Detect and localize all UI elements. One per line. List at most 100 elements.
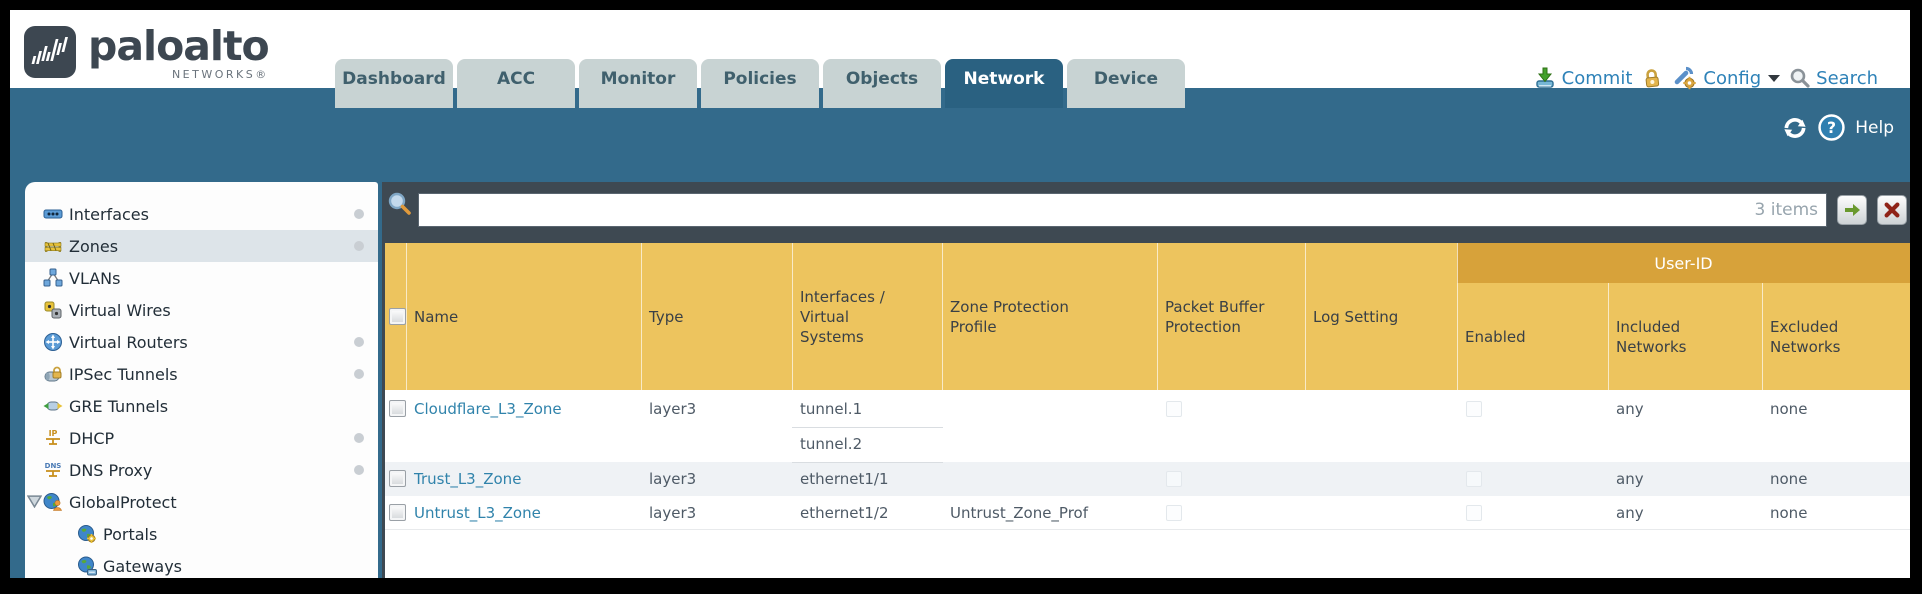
col-header-zone-protection-profile[interactable]: Zone Protection Profile: [950, 297, 1069, 336]
tab-device[interactable]: Device: [1067, 59, 1185, 108]
table-row[interactable]: [385, 390, 1910, 462]
sidebar-item-dns-proxy[interactable]: DNS DNS Proxy: [25, 454, 378, 486]
sidebar-item-portals[interactable]: Portals: [25, 518, 378, 550]
status-dot: [354, 209, 364, 219]
zone-name-link[interactable]: Cloudflare_L3_Zone: [414, 400, 562, 418]
main-tabs: Dashboard ACC Monitor Policies Objects N…: [335, 59, 1185, 108]
config-button[interactable]: Config: [1672, 66, 1781, 90]
user-id-enabled-checkbox[interactable]: [1466, 401, 1482, 417]
zone-interface: ethernet1/2: [800, 504, 889, 522]
status-dot: [354, 369, 364, 379]
tab-network[interactable]: Network: [945, 59, 1063, 108]
tab-acc[interactable]: ACC: [457, 59, 575, 108]
included-networks-value: any: [1616, 504, 1644, 522]
col-header-log-setting[interactable]: Log Setting: [1313, 307, 1399, 326]
dhcp-icon: IP: [46, 429, 60, 445]
sidebar: Interfaces Zones: [25, 182, 378, 578]
sidebar-item-gateways[interactable]: Gateways: [25, 550, 378, 578]
portals-icon: [78, 525, 96, 543]
select-all-checkbox[interactable]: [389, 308, 406, 325]
global-search-button[interactable]: Search: [1789, 67, 1878, 89]
brand-subtitle: NETWORKS®: [171, 68, 269, 81]
row-select-checkbox[interactable]: [389, 504, 406, 521]
apply-filter-button[interactable]: [1837, 195, 1867, 225]
tab-dashboard[interactable]: Dashboard: [335, 59, 453, 108]
header-actions: Commit: [1533, 66, 1878, 90]
sidebar-item-vlans[interactable]: VLANs: [25, 262, 378, 294]
zones-icon: [44, 242, 62, 252]
interfaces-icon: [43, 209, 63, 219]
zone-interface: ethernet1/1: [800, 470, 889, 488]
main-panel: 3 items User-ID: [382, 182, 1910, 578]
virtual-wires-icon: [44, 301, 62, 319]
globalprotect-icon: [43, 493, 62, 511]
tab-policies[interactable]: Policies: [701, 59, 819, 108]
row-select-checkbox[interactable]: [389, 470, 406, 487]
user-id-enabled-checkbox[interactable]: [1466, 471, 1482, 487]
status-dot: [354, 337, 364, 347]
col-header-interfaces[interactable]: Interfaces / Virtual Systems: [800, 287, 885, 346]
tab-objects[interactable]: Objects: [823, 59, 941, 108]
user-id-enabled-checkbox[interactable]: [1466, 505, 1482, 521]
brand-logo: paloalto NETWORKS®: [24, 22, 270, 81]
brand-name: paloalto: [88, 22, 270, 70]
svg-text:IP: IP: [49, 429, 58, 438]
packet-buffer-protection-checkbox[interactable]: [1166, 401, 1182, 417]
commit-icon: [1535, 67, 1554, 88]
search-icon: [1790, 68, 1810, 88]
sidebar-item-virtual-routers[interactable]: Virtual Routers: [25, 326, 378, 358]
col-header-type[interactable]: Type: [649, 307, 684, 326]
filter-input[interactable]: [418, 193, 1827, 227]
table-row[interactable]: [385, 496, 1910, 530]
close-icon: [1884, 202, 1900, 218]
lock-icon[interactable]: [1640, 65, 1664, 90]
excluded-networks-value: none: [1770, 470, 1808, 488]
zone-interface: tunnel.1: [800, 400, 863, 418]
zones-table: User-ID Name Type Interfaces / Virtual S…: [385, 243, 1910, 578]
packet-buffer-protection-checkbox[interactable]: [1166, 505, 1182, 521]
expander-down-icon[interactable]: [27, 495, 42, 508]
refresh-icon[interactable]: [1782, 115, 1808, 141]
status-dot: [354, 433, 364, 443]
gre-tunnels-icon: [43, 401, 63, 411]
zone-protection-profile: Untrust_Zone_Prof: [950, 504, 1089, 522]
virtual-routers-icon: [44, 333, 62, 351]
help-icon[interactable]: ?: [1818, 114, 1845, 141]
sidebar-item-zones[interactable]: Zones: [25, 230, 378, 262]
sidebar-item-virtual-wires[interactable]: Virtual Wires: [25, 294, 378, 326]
help-label[interactable]: Help: [1855, 117, 1894, 138]
vlans-icon: [43, 268, 63, 287]
zone-name-link[interactable]: Untrust_L3_Zone: [414, 504, 541, 522]
col-header-excluded-networks[interactable]: Excluded Networks: [1770, 317, 1841, 356]
config-caret-icon: [1768, 74, 1781, 82]
sidebar-item-gre-tunnels[interactable]: GRE Tunnels: [25, 390, 378, 422]
ipsec-tunnels-icon: [44, 366, 62, 382]
row-select-checkbox[interactable]: [389, 400, 406, 417]
sidebar-item-ipsec-tunnels[interactable]: IPSec Tunnels: [25, 358, 378, 390]
filter-search-icon[interactable]: [387, 191, 413, 217]
sidebar-item-globalprotect[interactable]: GlobalProtect: [25, 486, 378, 518]
col-header-packet-buffer-protection[interactable]: Packet Buffer Protection: [1165, 297, 1265, 336]
clear-filter-button[interactable]: [1877, 195, 1907, 225]
included-networks-value: any: [1616, 400, 1644, 418]
sidebar-item-dhcp[interactable]: IP DHCP: [25, 422, 378, 454]
col-header-name[interactable]: Name: [414, 307, 459, 326]
sidebar-item-interfaces[interactable]: Interfaces: [25, 198, 378, 230]
paloalto-logo-icon: [24, 26, 76, 78]
packet-buffer-protection-checkbox[interactable]: [1166, 471, 1182, 487]
group-header-user-id: User-ID: [1457, 243, 1910, 283]
zone-name-link[interactable]: Trust_L3_Zone: [414, 470, 522, 488]
svg-text:DNS: DNS: [45, 462, 62, 470]
app-window: paloalto NETWORKS® Dashboard ACC Monitor…: [10, 10, 1910, 578]
band-actions: ? Help: [1782, 114, 1894, 141]
included-networks-value: any: [1616, 470, 1644, 488]
col-header-enabled[interactable]: Enabled: [1465, 327, 1526, 346]
zone-interface: tunnel.2: [800, 435, 863, 453]
col-header-included-networks[interactable]: Included Networks: [1616, 317, 1687, 356]
zone-type: layer3: [649, 470, 697, 488]
commit-button[interactable]: Commit: [1533, 66, 1632, 90]
tab-monitor[interactable]: Monitor: [579, 59, 697, 108]
table-row[interactable]: [385, 462, 1910, 496]
status-dot: [354, 465, 364, 475]
